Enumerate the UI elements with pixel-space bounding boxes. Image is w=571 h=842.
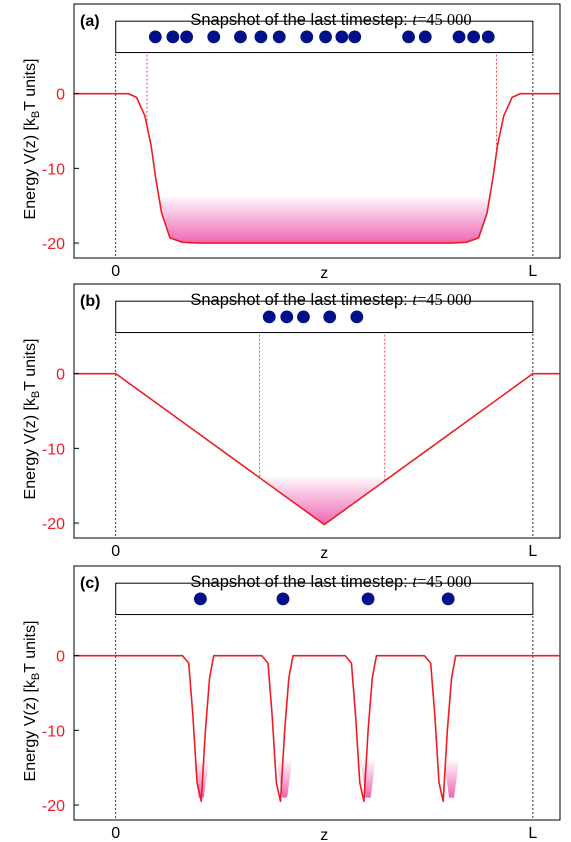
particle-8: [300, 30, 314, 44]
potential-curve: [74, 654, 560, 803]
y-tick-label: -20: [42, 798, 65, 815]
well-fill: [159, 196, 489, 244]
well-fill-2: [277, 760, 293, 798]
y-tick-label: 0: [56, 87, 65, 104]
plot-frame: [73, 283, 561, 539]
x-tick-label: 0: [111, 543, 120, 560]
panel-b: Snapshot of the last timestep: t=45 000 (…: [22, 283, 561, 562]
y-tick-label: 0: [56, 367, 65, 384]
particle-16: [481, 30, 495, 44]
plot-frame: [73, 565, 561, 821]
x-axis-label: z: [320, 827, 328, 842]
particle-4: [323, 310, 337, 324]
well-fill: [261, 476, 387, 525]
panel-c: Snapshot of the last timestep: t=45 000 (…: [22, 565, 561, 842]
particle-15: [467, 30, 481, 44]
particle-1: [262, 310, 276, 324]
well-fill-1: [193, 760, 209, 798]
panel-title: Snapshot of the last timestep: t=45 000: [190, 290, 471, 309]
particle-6: [254, 30, 268, 44]
particle-3: [361, 592, 375, 606]
panel-title: Snapshot of the last timestep: t=45 000: [190, 572, 471, 591]
particle-12: [402, 30, 415, 44]
y-tick-label: -10: [42, 723, 65, 740]
particle-3: [297, 310, 310, 324]
particle-5: [350, 310, 364, 324]
y-tick-label: -10: [42, 441, 65, 458]
particle-box: [115, 582, 534, 616]
x-axis-label: z: [320, 265, 328, 282]
particle-9: [319, 30, 332, 44]
y-tick-label: 0: [56, 649, 65, 666]
potential-curve: [74, 92, 560, 244]
y-tick-label: -20: [42, 516, 65, 533]
y-axis-label: Energy V(z) [kBT units]: [22, 621, 42, 782]
panel-a: Snapshot of the last timestep: t=45 000 (…: [22, 3, 561, 282]
particle-13: [418, 30, 432, 44]
well-fill-3: [360, 760, 376, 798]
particle-14: [452, 30, 466, 44]
panel-label: (b): [80, 293, 100, 310]
y-axis-label: Energy V(z) [kBT units]: [22, 339, 42, 500]
particle-7: [272, 30, 286, 44]
particle-2: [166, 30, 180, 44]
panel-label: (c): [80, 575, 100, 592]
particle-4: [207, 30, 221, 44]
panel-title: Snapshot of the last timestep: t=45 000: [190, 10, 471, 29]
plot-frame: [73, 3, 561, 259]
particle-1: [194, 592, 207, 606]
particle-5: [234, 30, 247, 44]
x-tick-label: 0: [111, 825, 120, 842]
x-tick-label: L: [528, 263, 537, 280]
y-tick-label: -10: [42, 161, 65, 178]
particle-1: [148, 30, 162, 44]
x-tick-label: L: [528, 825, 537, 842]
particle-2: [276, 592, 290, 606]
well-fill-4: [444, 760, 460, 798]
x-axis-label: z: [320, 545, 328, 562]
potential-curve: [74, 372, 560, 526]
particle-2: [280, 310, 294, 324]
panel-label: (a): [80, 13, 100, 30]
particle-10: [335, 30, 349, 44]
particle-4: [441, 592, 455, 606]
y-axis-label: Energy V(z) [kBT units]: [22, 59, 42, 220]
particle-3: [180, 30, 194, 44]
x-tick-label: L: [528, 543, 537, 560]
x-tick-label: 0: [111, 263, 120, 280]
particle-11: [348, 30, 362, 44]
y-tick-label: -20: [42, 236, 65, 253]
